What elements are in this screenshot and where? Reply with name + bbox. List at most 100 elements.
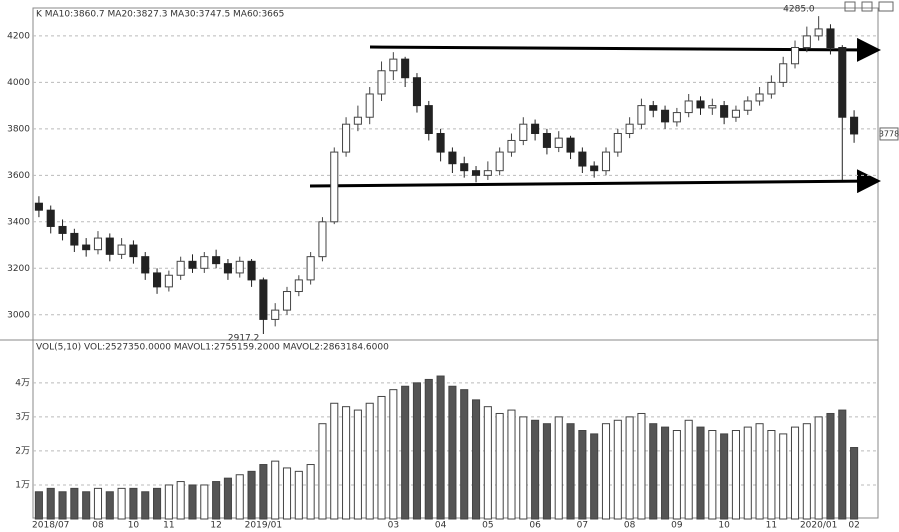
volume-bar [200,484,209,520]
x-tick-label: 08 [92,521,104,531]
volume-bar [661,426,670,520]
volume-bar [542,423,551,520]
volume-bar [637,412,646,520]
volume-bar [141,491,150,520]
volume-bar [223,477,232,520]
last-price-label: 3778 [879,129,899,138]
candle-body [247,260,256,281]
candle-body [235,260,244,274]
volume-bar [46,487,55,520]
candle-body [684,100,693,114]
candle-body [318,221,327,258]
volume-bar [448,385,457,520]
x-tick-label: 2019/01 [245,521,282,531]
volume-bar [554,416,563,520]
volume-bar [105,491,114,520]
candle-body [566,137,575,153]
volume-bar [34,491,43,520]
volume-bar [566,423,575,520]
candle-body [223,263,232,274]
volume-bar [578,430,587,520]
candle-body [519,123,528,141]
volume-bar [708,430,717,520]
y-tick-label: 3600 [7,171,30,181]
toolbar-icon[interactable] [878,1,894,12]
candle-body [271,309,280,320]
volume-bar [330,402,339,520]
volume-bar [93,487,103,520]
volume-bar [590,433,599,520]
volume-bar [779,433,788,520]
x-tick-label: 2018/07 [32,521,69,531]
candle-body [164,274,173,288]
candle-body [542,132,551,148]
candle-body [365,93,374,118]
candle-body [731,109,740,118]
candle-body [70,232,79,246]
candle-body [590,165,599,172]
price-annotation: 4285.0 [783,5,815,15]
volume-bar [401,385,410,520]
volume-bar [684,419,693,520]
candle-body [755,93,764,102]
volume-bar [625,416,634,520]
volume-bar [743,426,752,520]
y-tick-label: 3万 [15,412,30,422]
last-price-box [879,127,899,141]
volume-bar [601,423,611,520]
support-arrow [309,169,881,194]
volume-bar [153,487,162,520]
volume-bar [495,412,504,520]
y-tick-label: 3800 [7,124,30,134]
y-tick-label: 3200 [7,264,30,274]
candle-body [212,256,221,265]
volume-bar [129,487,138,520]
candle-body [649,105,658,111]
candle-body [259,279,268,320]
volume-bar [672,430,681,520]
candle-body [460,163,469,172]
volume-bar [755,423,764,520]
candle-body [117,244,126,255]
candle-body [495,151,504,172]
price-header: K MA10:3860.7 MA20:3827.3 MA30:3747.5 MA… [36,10,284,20]
candle-body [708,105,717,109]
candle-body [294,279,303,293]
toolbar-icon[interactable] [844,1,856,12]
candle-body [377,70,386,95]
x-tick-label: 10 [128,521,140,531]
toolbar-icon[interactable] [861,1,873,12]
volume-bar [471,399,481,520]
volume-bar [613,419,622,520]
y-tick-label: 3400 [7,217,30,227]
volume-bar [412,382,422,520]
candle-body [814,28,823,37]
candle-body [389,58,398,72]
candle-body [342,123,351,153]
volume-bar [531,419,540,520]
candle-body [720,105,729,118]
y-tick-label: 1万 [15,480,30,490]
candle-body [424,105,433,134]
volume-bar [365,402,374,520]
volume-bar [306,464,315,520]
volume-bar [731,430,740,520]
candle-body [353,116,362,125]
candle-body [483,170,492,176]
x-tick-label: 04 [435,521,447,531]
y-tick-label: 2万 [15,446,30,456]
volume-bar [436,375,445,520]
y-tick-label: 4200 [7,31,30,41]
volume-bar [483,406,492,520]
candle-body [672,112,681,123]
candle-body [282,291,292,311]
candle-body [401,58,410,79]
volume-bar [507,409,516,520]
candle-body [531,123,540,134]
volume-bar [82,491,91,520]
volume-bar [164,484,173,520]
volume-bar [720,433,729,520]
x-tick-label: 10 [718,521,730,531]
candle-body [613,132,622,153]
y-tick-label: 4000 [7,78,30,88]
